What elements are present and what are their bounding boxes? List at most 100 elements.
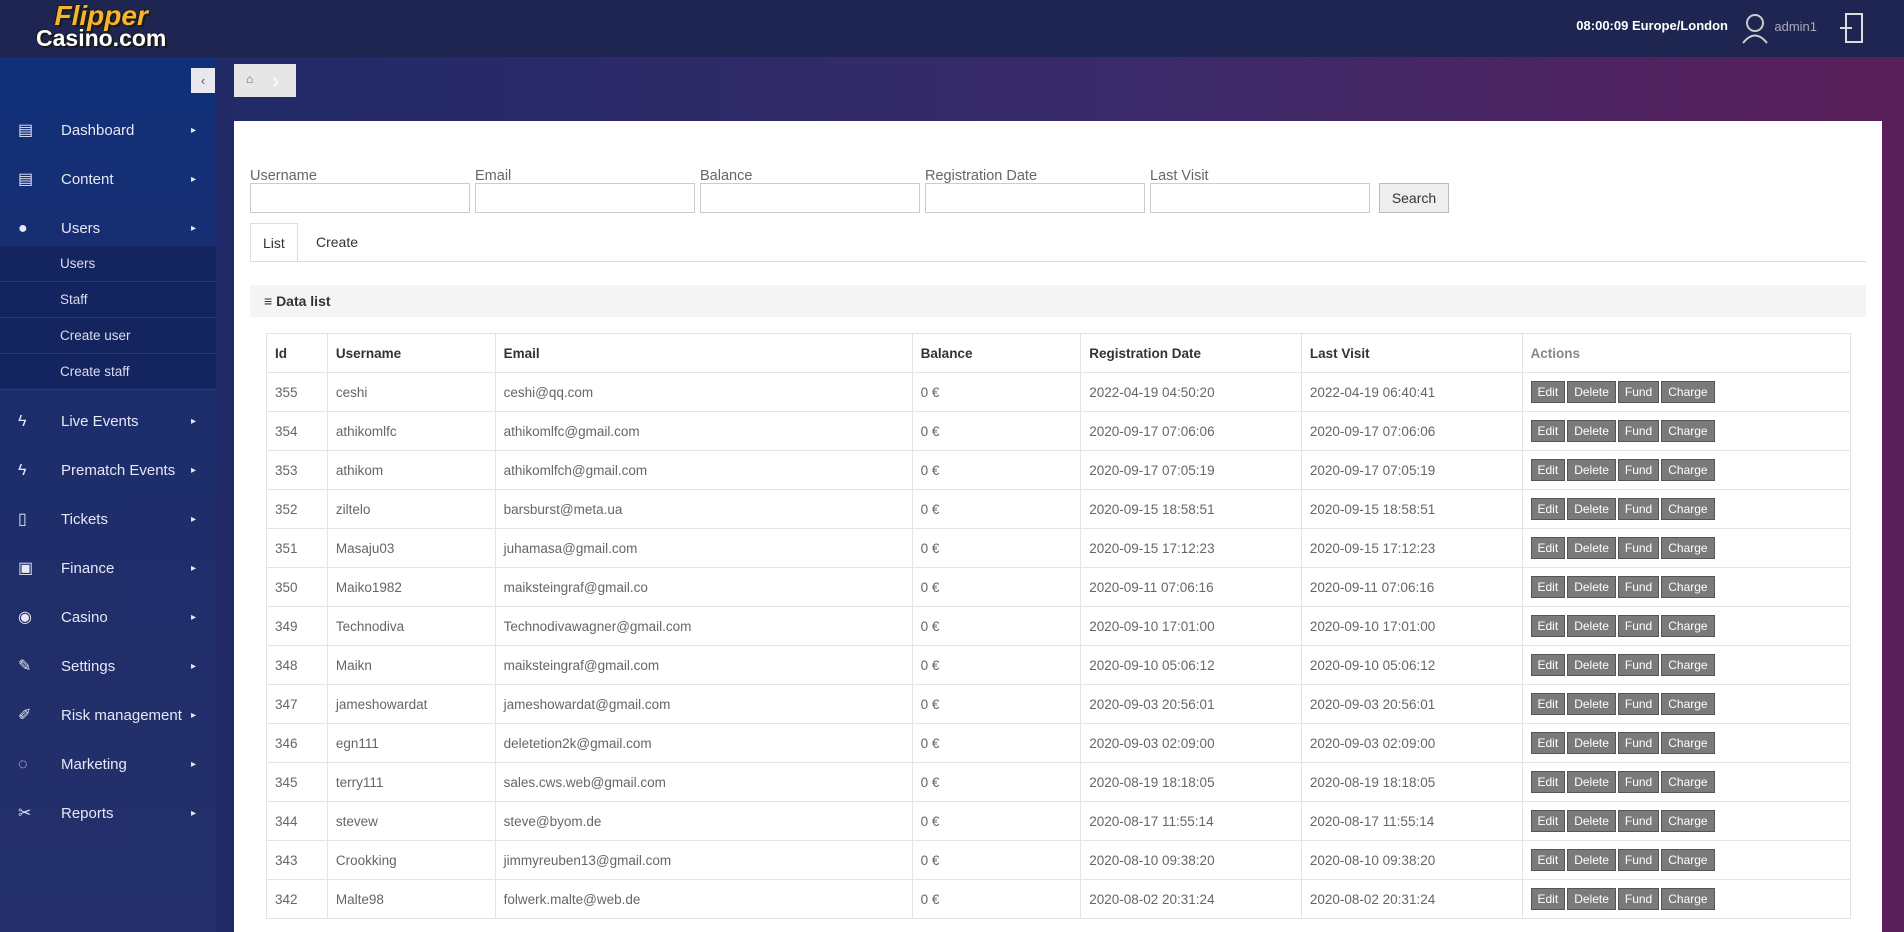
action-button[interactable]: Charge bbox=[1661, 693, 1715, 715]
action-button[interactable]: Delete bbox=[1567, 420, 1616, 442]
action-button[interactable]: Edit bbox=[1530, 810, 1566, 832]
menu-item[interactable]: Casino ◉ ▸ bbox=[0, 593, 216, 642]
filter-input[interactable] bbox=[475, 183, 695, 213]
menu-item[interactable]: Reports ✂ ▸ bbox=[0, 789, 216, 838]
action-button[interactable]: Fund bbox=[1617, 498, 1660, 520]
action-button[interactable]: Edit bbox=[1530, 849, 1566, 871]
menu-item[interactable]: Tickets ▯ ▸ bbox=[0, 495, 216, 544]
action-button[interactable]: Delete bbox=[1567, 381, 1616, 403]
action-button[interactable]: Charge bbox=[1661, 615, 1715, 637]
table-cell: 0 € bbox=[911, 606, 1082, 646]
menu-icon: ▣ bbox=[18, 560, 34, 577]
logout-icon[interactable] bbox=[1838, 12, 1868, 44]
submenu-item[interactable]: Staff bbox=[0, 282, 216, 318]
action-button[interactable]: Fund bbox=[1617, 888, 1660, 910]
breadcrumb[interactable]: ⌂ › bbox=[234, 64, 296, 97]
action-button[interactable]: Fund bbox=[1617, 810, 1660, 832]
action-button[interactable]: Delete bbox=[1567, 498, 1616, 520]
menu-item[interactable]: Live Events ϟ ▸ bbox=[0, 397, 216, 446]
actions-cell: Edit Delete Fund Charge bbox=[1521, 801, 1851, 841]
action-button[interactable]: Charge bbox=[1661, 849, 1715, 871]
action-button[interactable]: Charge bbox=[1661, 888, 1715, 910]
header: Flipper Casino.com 08:00:09 Europe/London… bbox=[0, 0, 1904, 57]
action-button[interactable]: Delete bbox=[1567, 537, 1616, 559]
action-button[interactable]: Edit bbox=[1530, 693, 1566, 715]
action-button[interactable]: Edit bbox=[1530, 420, 1566, 442]
submenu-item[interactable]: Users bbox=[0, 246, 216, 282]
action-button[interactable]: Charge bbox=[1661, 381, 1715, 403]
action-button[interactable]: Edit bbox=[1530, 654, 1566, 676]
action-button[interactable]: Charge bbox=[1661, 576, 1715, 598]
menu-label: Tickets bbox=[61, 511, 108, 528]
menu-item[interactable]: Content ▤ ▸ bbox=[0, 155, 216, 204]
action-button[interactable]: Delete bbox=[1567, 888, 1616, 910]
menu-item[interactable]: Settings ✎ ▸ bbox=[0, 642, 216, 691]
action-button[interactable]: Delete bbox=[1567, 810, 1616, 832]
user-name[interactable]: admin1 bbox=[1774, 19, 1817, 34]
action-button[interactable]: Edit bbox=[1530, 576, 1566, 598]
submenu-item[interactable]: Create user bbox=[0, 318, 216, 354]
menu-item[interactable]: Marketing ◌ ▸ bbox=[0, 740, 216, 789]
action-button[interactable]: Charge bbox=[1661, 810, 1715, 832]
action-button[interactable]: Edit bbox=[1530, 771, 1566, 793]
action-button[interactable]: Delete bbox=[1567, 732, 1616, 754]
menu-item[interactable]: Users ● ▸ bbox=[0, 204, 216, 253]
action-button[interactable]: Charge bbox=[1661, 537, 1715, 559]
filter-input[interactable] bbox=[1150, 183, 1370, 213]
filter-input[interactable] bbox=[925, 183, 1145, 213]
table-cell: maiksteingraf@gmail.com bbox=[494, 645, 913, 685]
action-button[interactable]: Delete bbox=[1567, 459, 1616, 481]
actions-cell: Edit Delete Fund Charge bbox=[1521, 684, 1851, 724]
action-button[interactable]: Fund bbox=[1617, 420, 1660, 442]
action-button[interactable]: Fund bbox=[1617, 732, 1660, 754]
action-button[interactable]: Charge bbox=[1661, 420, 1715, 442]
action-button[interactable]: Fund bbox=[1617, 849, 1660, 871]
submenu-item[interactable]: Create staff bbox=[0, 354, 216, 390]
action-button[interactable]: Edit bbox=[1530, 498, 1566, 520]
menu-item[interactable]: Dashboard ▤ ▸ bbox=[0, 106, 216, 155]
action-button[interactable]: Charge bbox=[1661, 654, 1715, 676]
action-button[interactable]: Fund bbox=[1617, 615, 1660, 637]
action-button[interactable]: Charge bbox=[1661, 771, 1715, 793]
collapse-button[interactable]: ‹ bbox=[191, 68, 215, 93]
panel-title: Data list bbox=[276, 293, 331, 309]
tab[interactable]: List bbox=[250, 223, 298, 262]
action-button[interactable]: Delete bbox=[1567, 576, 1616, 598]
filter-input[interactable] bbox=[250, 183, 470, 213]
table-cell: 0 € bbox=[911, 411, 1082, 451]
table-cell: 2020-09-11 07:06:16 bbox=[1080, 567, 1302, 607]
actions-cell: Edit Delete Fund Charge bbox=[1521, 528, 1851, 568]
filter-input[interactable] bbox=[700, 183, 920, 213]
action-button[interactable]: Fund bbox=[1617, 576, 1660, 598]
action-button[interactable]: Fund bbox=[1617, 654, 1660, 676]
action-button[interactable]: Edit bbox=[1530, 615, 1566, 637]
table-cell: 345 bbox=[266, 762, 328, 802]
action-button[interactable]: Fund bbox=[1617, 537, 1660, 559]
table-cell: ceshi@qq.com bbox=[494, 372, 913, 412]
action-button[interactable]: Fund bbox=[1617, 459, 1660, 481]
action-button[interactable]: Edit bbox=[1530, 459, 1566, 481]
action-button[interactable]: Fund bbox=[1617, 693, 1660, 715]
action-button[interactable]: Edit bbox=[1530, 888, 1566, 910]
action-button[interactable]: Delete bbox=[1567, 654, 1616, 676]
action-button[interactable]: Charge bbox=[1661, 732, 1715, 754]
action-button[interactable]: Delete bbox=[1567, 615, 1616, 637]
tab-line bbox=[250, 261, 1866, 262]
logo[interactable]: Flipper Casino.com bbox=[36, 2, 166, 50]
menu-item[interactable]: Prematch Events ϟ ▸ bbox=[0, 446, 216, 495]
action-button[interactable]: Edit bbox=[1530, 732, 1566, 754]
action-button[interactable]: Charge bbox=[1661, 459, 1715, 481]
action-button[interactable]: Delete bbox=[1567, 693, 1616, 715]
action-button[interactable]: Edit bbox=[1530, 537, 1566, 559]
tab[interactable]: Create bbox=[316, 234, 359, 250]
search-button[interactable]: Search bbox=[1379, 183, 1449, 213]
action-button[interactable]: Fund bbox=[1617, 771, 1660, 793]
action-button[interactable]: Charge bbox=[1661, 498, 1715, 520]
action-button[interactable]: Delete bbox=[1567, 771, 1616, 793]
action-button[interactable]: Delete bbox=[1567, 849, 1616, 871]
action-button[interactable]: Edit bbox=[1530, 381, 1566, 403]
menu-item[interactable]: Risk management ✐ ▸ bbox=[0, 691, 216, 740]
table-cell: 342 bbox=[266, 879, 328, 919]
action-button[interactable]: Fund bbox=[1617, 381, 1660, 403]
menu-item[interactable]: Finance ▣ ▸ bbox=[0, 544, 216, 593]
